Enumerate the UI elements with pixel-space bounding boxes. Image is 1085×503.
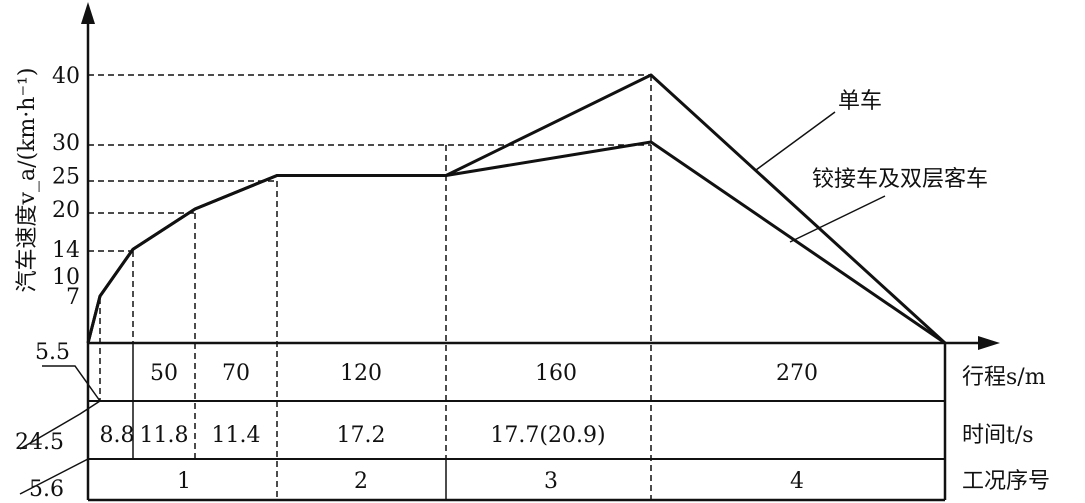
time-cell-3: 11.4 bbox=[212, 423, 261, 448]
distance-cell-3: 120 bbox=[340, 361, 382, 386]
time-cell-5: 17.7(20.9) bbox=[490, 423, 605, 448]
y-tick-label-40: 40 bbox=[52, 64, 80, 89]
leader-articulated-bus bbox=[789, 195, 886, 243]
x-axis-arrow bbox=[978, 336, 1000, 350]
y-tick-label-7: 7 bbox=[66, 285, 80, 310]
y-axis-label: 汽车速度v_a/(km·h⁻¹) bbox=[15, 68, 40, 293]
condition-cell-4: 4 bbox=[790, 469, 804, 494]
leader-5-5 bbox=[42, 365, 101, 402]
condition-cell-2: 2 bbox=[354, 469, 368, 494]
time-cell-4: 17.2 bbox=[337, 423, 386, 448]
condition-cell-1: 1 bbox=[177, 469, 191, 494]
x-tick-label-24-5: 24.5 bbox=[15, 430, 64, 455]
series-label-single-bus: 单车 bbox=[838, 89, 882, 114]
row-label-condition: 工况序号 bbox=[962, 469, 1050, 494]
distance-cell-1: 50 bbox=[150, 361, 178, 386]
y-tick-label-10: 10 bbox=[52, 265, 80, 290]
y-tick-label-14: 14 bbox=[52, 238, 80, 263]
articulated-bus-speed-line bbox=[86, 140, 946, 345]
row-label-distance: 行程s/m bbox=[962, 365, 1046, 390]
y-tick-label-20: 20 bbox=[52, 198, 80, 223]
frame bbox=[19, 2, 1000, 502]
leader-single-bus bbox=[755, 111, 836, 171]
distance-cell-4: 160 bbox=[535, 361, 577, 386]
series-label-articulated-bus: 铰接车及双层客车 bbox=[812, 167, 988, 192]
y-tick-label-25: 25 bbox=[52, 165, 80, 190]
leader-5-6 bbox=[19, 458, 89, 495]
time-cell-2: 11.8 bbox=[140, 423, 189, 448]
x-tick-label-5-6: 5.6 bbox=[29, 477, 64, 502]
time-cell-1: 8.8 bbox=[100, 423, 135, 448]
y-axis-arrow bbox=[81, 2, 95, 24]
single-bus-speed-line bbox=[86, 73, 947, 345]
speed-curves bbox=[86, 73, 947, 345]
y-tick-label-30: 30 bbox=[52, 131, 80, 156]
distance-cell-5: 270 bbox=[776, 361, 818, 386]
condition-cell-3: 3 bbox=[544, 469, 558, 494]
leader-24-5 bbox=[19, 400, 101, 450]
x-tick-label-5-5: 5.5 bbox=[35, 340, 70, 365]
distance-cell-2: 70 bbox=[222, 361, 250, 386]
row-label-time: 时间t/s bbox=[962, 423, 1034, 448]
